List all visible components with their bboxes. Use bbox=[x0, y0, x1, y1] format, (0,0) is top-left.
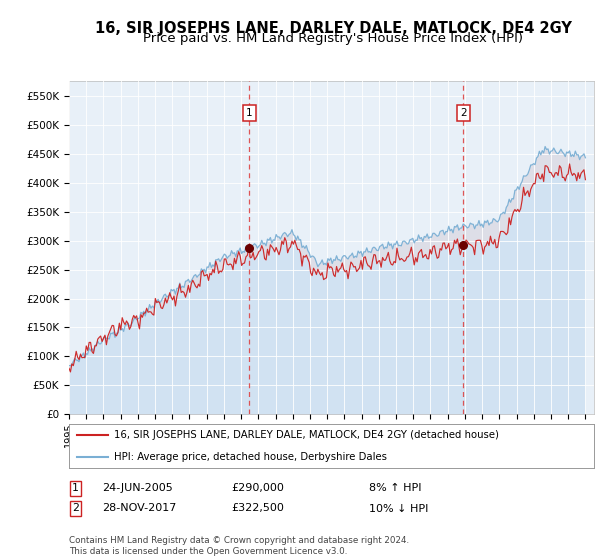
Text: Contains HM Land Registry data © Crown copyright and database right 2024.
This d: Contains HM Land Registry data © Crown c… bbox=[69, 536, 409, 556]
Text: 24-JUN-2005: 24-JUN-2005 bbox=[102, 483, 173, 493]
Text: 2: 2 bbox=[72, 503, 79, 514]
Text: 16, SIR JOSEPHS LANE, DARLEY DALE, MATLOCK, DE4 2GY (detached house): 16, SIR JOSEPHS LANE, DARLEY DALE, MATLO… bbox=[113, 430, 499, 440]
Text: HPI: Average price, detached house, Derbyshire Dales: HPI: Average price, detached house, Derb… bbox=[113, 452, 386, 461]
Text: £322,500: £322,500 bbox=[231, 503, 284, 514]
Text: 1: 1 bbox=[72, 483, 79, 493]
Text: 1: 1 bbox=[246, 108, 253, 118]
Text: 28-NOV-2017: 28-NOV-2017 bbox=[102, 503, 176, 514]
Text: £290,000: £290,000 bbox=[231, 483, 284, 493]
Text: Price paid vs. HM Land Registry's House Price Index (HPI): Price paid vs. HM Land Registry's House … bbox=[143, 32, 523, 45]
Text: 8% ↑ HPI: 8% ↑ HPI bbox=[369, 483, 421, 493]
Text: 10% ↓ HPI: 10% ↓ HPI bbox=[369, 503, 428, 514]
Text: 2: 2 bbox=[460, 108, 467, 118]
Text: 16, SIR JOSEPHS LANE, DARLEY DALE, MATLOCK, DE4 2GY: 16, SIR JOSEPHS LANE, DARLEY DALE, MATLO… bbox=[95, 21, 571, 36]
